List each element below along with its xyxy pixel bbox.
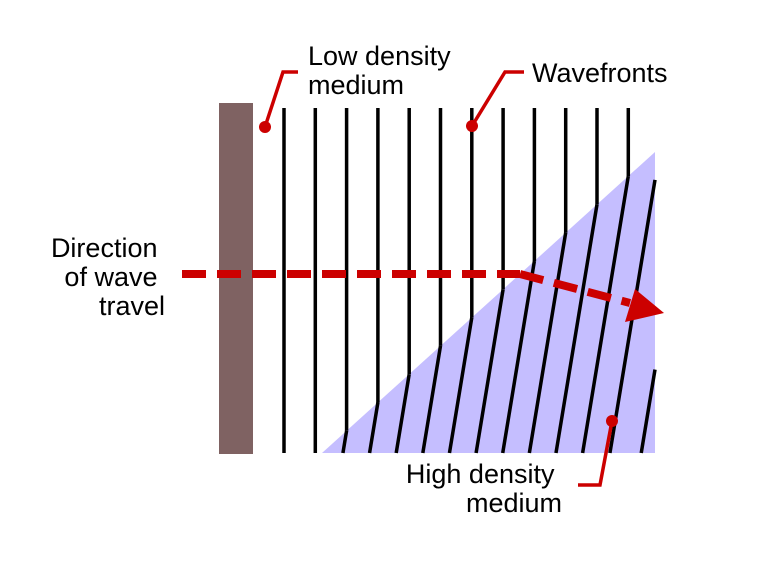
wavefront-lines (282, 108, 657, 454)
wavefront-line-10-lower (554, 204, 599, 454)
wavefront-line-2-lower (341, 430, 349, 454)
callout-wavefronts (466, 70, 524, 132)
wavefront-line-6-lower (447, 317, 474, 454)
direction-arrow-refracted (518, 270, 632, 307)
wavefront-line-3-lower (367, 402, 380, 454)
direction-label-line1: Direction (51, 233, 158, 263)
callout-high-density (578, 415, 618, 487)
high-density-label: High density medium (406, 459, 562, 518)
high-density-label-line2: medium (466, 488, 562, 518)
wavefront-line-11-lower (580, 175, 631, 454)
high-density-region (322, 152, 655, 453)
wavefront-line-8-lower (500, 260, 537, 454)
direction-label-line2: of wave (64, 262, 157, 292)
direction-label: Direction of wave travel (51, 233, 165, 321)
direction-arrow-head (625, 289, 664, 322)
wavefront-line-9-lower (527, 232, 568, 454)
wavefronts-label: Wavefronts (532, 58, 668, 88)
low-density-label: Low density medium (308, 41, 458, 100)
wavefront-line-5-lower (421, 345, 443, 454)
low-density-label-line1: Low density (308, 41, 451, 71)
callout-low-density (259, 70, 298, 133)
low-density-label-line2: medium (308, 70, 404, 100)
direction-arrow (182, 270, 664, 322)
wave-source-wall (219, 103, 253, 454)
wavefront-line-7-lower (474, 289, 505, 454)
direction-label-line3: travel (99, 291, 165, 321)
high-density-label-line1: High density (406, 459, 555, 489)
wavefront-line-4-lower (394, 373, 411, 454)
wavefront-line-13-lower (639, 369, 657, 454)
